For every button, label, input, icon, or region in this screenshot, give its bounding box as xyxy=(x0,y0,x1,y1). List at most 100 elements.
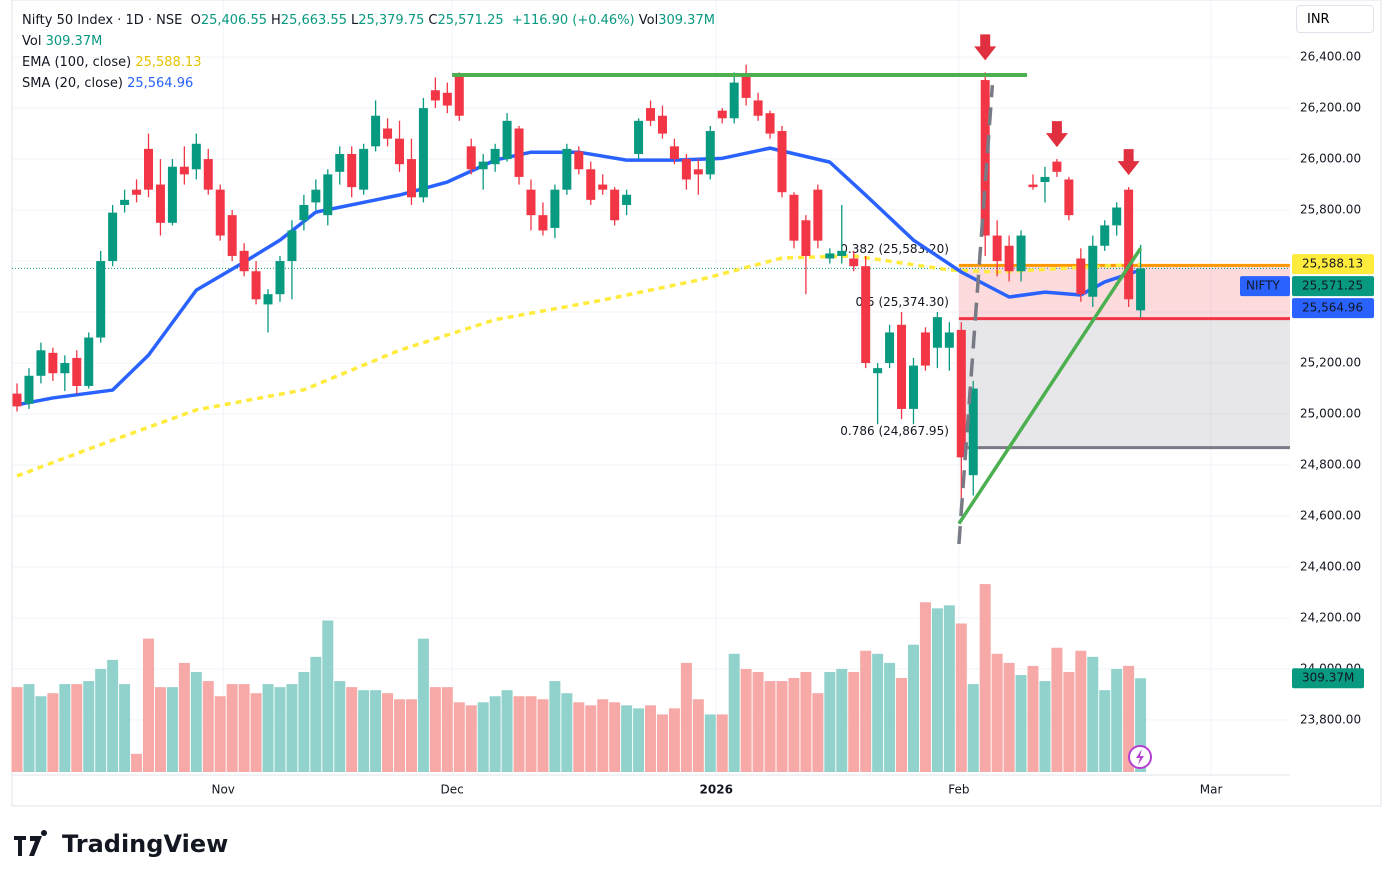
last-price-label: 25,571.25 xyxy=(1302,279,1363,293)
volume-bar xyxy=(609,702,621,772)
candle-body xyxy=(1040,176,1050,183)
volume-price-label-bg xyxy=(1292,668,1364,689)
volume-bar xyxy=(119,684,131,772)
candle-body xyxy=(347,153,357,188)
volume-bar xyxy=(1123,665,1135,772)
volume-bar xyxy=(358,690,370,772)
candle-body xyxy=(430,90,440,101)
symbol-tag-bg xyxy=(1240,276,1290,297)
candle-body xyxy=(801,220,811,256)
volume-bar xyxy=(429,687,441,772)
candle-body xyxy=(251,271,261,300)
candle-body xyxy=(191,143,201,170)
chart-frame xyxy=(11,0,1382,807)
volume-bar xyxy=(166,687,178,772)
candle-body xyxy=(562,148,572,190)
volume-bar xyxy=(931,608,943,772)
candle-body xyxy=(24,375,34,404)
candle-body xyxy=(442,92,452,106)
candle-body xyxy=(861,266,871,364)
candle-body xyxy=(395,138,405,165)
ohlc-value: 25,571.25 xyxy=(437,13,504,28)
volume-bar xyxy=(680,662,692,772)
arrow xyxy=(974,34,997,61)
candle-body xyxy=(610,189,620,221)
candle-body xyxy=(634,120,644,154)
candle-body xyxy=(36,350,46,376)
candle-body xyxy=(741,74,751,98)
candle-body xyxy=(335,153,345,172)
volume-bar xyxy=(334,681,346,772)
volume-bar xyxy=(83,681,95,772)
volume-bar xyxy=(716,714,728,772)
candle-body xyxy=(873,368,883,374)
sma-price-label: 25,564.96 xyxy=(1302,301,1363,315)
candle-body xyxy=(705,131,715,175)
candle-body xyxy=(825,253,835,259)
volume-bar xyxy=(1051,647,1063,772)
volume-bar xyxy=(896,678,908,772)
y-tick-label: 25,000.00 xyxy=(1300,407,1361,421)
candle-body xyxy=(227,215,237,256)
candle-body xyxy=(239,250,249,272)
volume-bar xyxy=(489,696,501,772)
legend-ema: EMA (100, close) 25,588.13 xyxy=(22,52,715,73)
volume-bar xyxy=(704,714,716,772)
candle-body xyxy=(1016,235,1026,272)
candle-body xyxy=(96,261,106,338)
volume-bar xyxy=(513,696,525,772)
dashed-line xyxy=(957,85,995,545)
volume-bar xyxy=(298,671,310,772)
volume-bar xyxy=(991,653,1003,772)
volume-bar xyxy=(214,696,226,772)
candle-body xyxy=(920,332,930,366)
candle-body xyxy=(359,148,369,190)
ohlc-label: L xyxy=(350,13,359,28)
candle-body xyxy=(789,194,799,241)
candle-body xyxy=(12,393,22,407)
candle-body xyxy=(383,128,393,139)
candle-body xyxy=(777,131,787,193)
volume-bar xyxy=(47,693,59,772)
ohlc-value: 25,663.55 xyxy=(280,13,347,28)
volume-bar xyxy=(1087,656,1099,772)
ema-price-label: 25,588.13 xyxy=(1302,257,1363,271)
currency-button[interactable]: INR xyxy=(1296,5,1374,33)
volume-bar xyxy=(226,684,238,772)
logo xyxy=(14,830,48,856)
fib-zone xyxy=(958,318,1290,448)
volume-bar xyxy=(417,638,429,772)
candle-body xyxy=(311,189,321,203)
volume-bar xyxy=(537,699,549,772)
volume-bar xyxy=(573,702,585,772)
legend: Nifty 50 Index · 1D · NSE O25,406.55 H25,… xyxy=(22,10,715,94)
volume-bar xyxy=(752,671,764,772)
y-tick-label: 24,200.00 xyxy=(1300,610,1361,624)
volume-bar xyxy=(346,687,358,772)
volume-bar xyxy=(501,690,513,772)
volume-bar xyxy=(394,699,406,772)
volume-bar xyxy=(800,671,812,772)
ohlc-value: 25,406.55 xyxy=(200,13,268,28)
candle-body xyxy=(1076,258,1086,295)
candle-body xyxy=(646,108,656,121)
trend-line xyxy=(957,247,1143,525)
candle-body xyxy=(179,166,189,175)
candle-body xyxy=(932,317,942,348)
volume-bar xyxy=(668,708,680,772)
volume-bar xyxy=(979,584,991,772)
symbol-title: Nifty 50 Index · 1D · NSE xyxy=(22,13,183,28)
candle-body xyxy=(717,110,727,119)
candle-body xyxy=(693,169,703,175)
candle-body xyxy=(60,363,70,374)
y-tick-label: 24,600.00 xyxy=(1300,508,1361,522)
volume-bar xyxy=(322,620,334,772)
vol-value: 309.37M xyxy=(658,13,715,28)
volume-bar xyxy=(1015,675,1027,772)
volume-bar xyxy=(585,705,597,772)
indicator-line xyxy=(16,254,1141,478)
y-tick-label: 25,200.00 xyxy=(1300,356,1361,370)
y-tick-label: 26,400.00 xyxy=(1300,50,1361,64)
candle-body xyxy=(1088,245,1098,297)
